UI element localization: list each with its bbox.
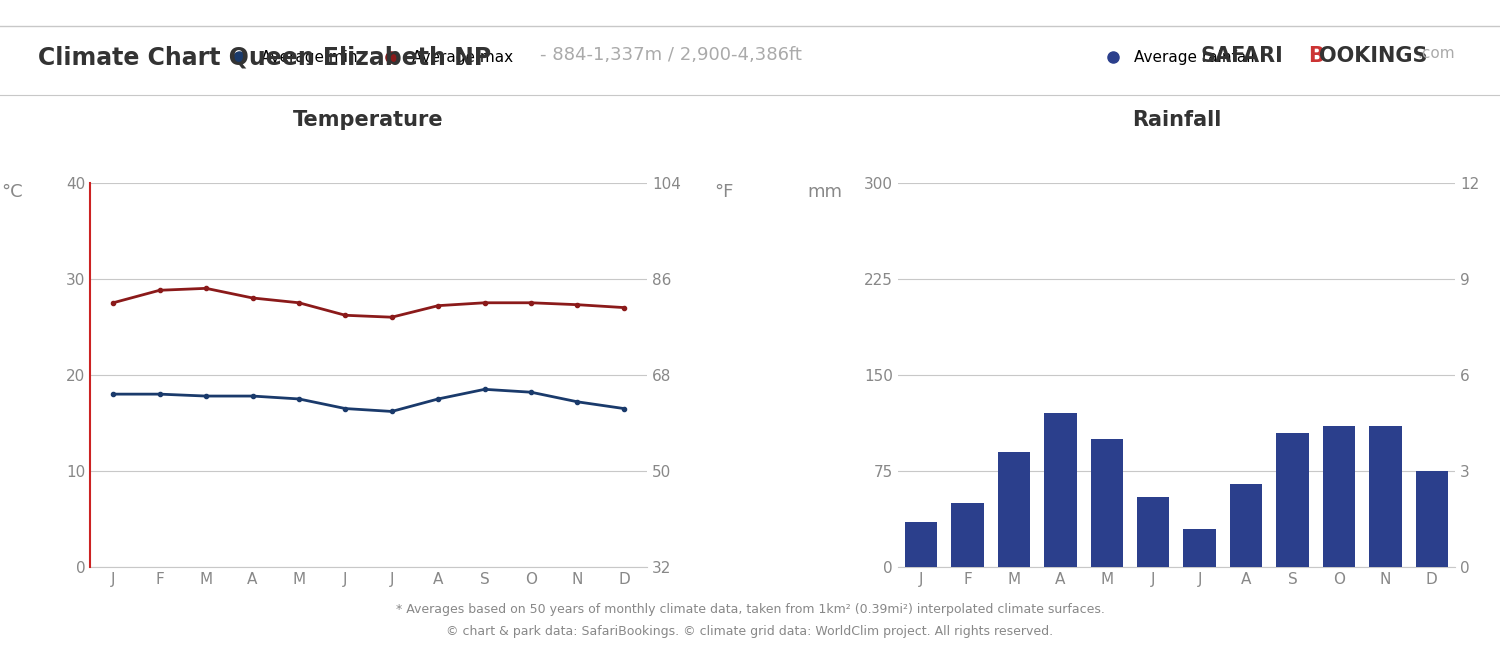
Bar (998, 452, 1030, 567)
Bar (1184, 529, 1216, 567)
Text: Temperature: Temperature (294, 110, 444, 130)
Bar (1276, 433, 1308, 567)
Text: SAFARI: SAFARI (1200, 46, 1282, 66)
Text: mm: mm (807, 183, 842, 201)
Legend: Average min, Average max: Average min, Average max (217, 44, 519, 71)
Text: °F: °F (714, 183, 734, 201)
Bar (1230, 484, 1263, 567)
Bar (951, 503, 984, 567)
Bar (1137, 497, 1170, 567)
Text: B: B (1308, 46, 1324, 66)
Text: * Averages based on 50 years of monthly climate data, taken from 1km² (0.39mi²) : * Averages based on 50 years of monthly … (396, 603, 1104, 616)
Bar (1044, 413, 1077, 567)
Text: .com: .com (1418, 46, 1455, 61)
Bar (1416, 471, 1448, 567)
Text: OOKINGS: OOKINGS (1318, 46, 1426, 66)
Bar (1323, 426, 1354, 567)
Legend: Average rainfall: Average rainfall (1092, 44, 1262, 71)
Bar (904, 522, 938, 567)
Text: - 884-1,337m / 2,900-4,386ft: - 884-1,337m / 2,900-4,386ft (540, 46, 802, 64)
Text: Rainfall: Rainfall (1131, 110, 1221, 130)
Text: Climate Chart Queen Elizabeth NP: Climate Chart Queen Elizabeth NP (38, 46, 490, 70)
Text: © chart & park data: SafariBookings. © climate grid data: WorldClim project. All: © chart & park data: SafariBookings. © c… (447, 625, 1053, 638)
Bar (1370, 426, 1401, 567)
Text: °C: °C (2, 183, 22, 201)
Bar (1090, 439, 1124, 567)
